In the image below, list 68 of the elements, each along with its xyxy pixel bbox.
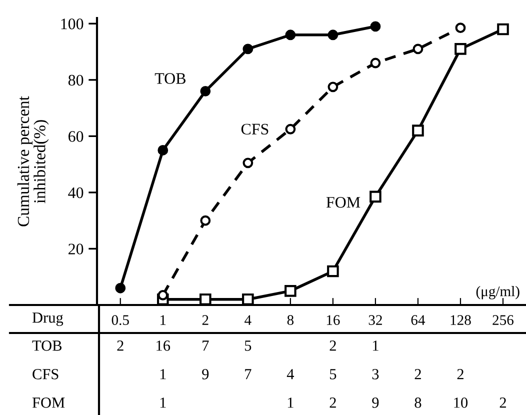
x-tick-label: 256 <box>492 315 514 325</box>
point <box>370 58 381 68</box>
y-tick-label: 80 <box>68 74 84 86</box>
text: TOB <box>32 340 62 351</box>
x-tick-label: 8 <box>287 315 294 325</box>
point <box>115 282 126 294</box>
text: 4 <box>286 369 294 380</box>
point <box>200 293 212 306</box>
text: 2 <box>330 398 336 408</box>
point <box>412 124 424 136</box>
point <box>285 30 296 40</box>
text: 5 <box>330 369 336 380</box>
y-tick-label: 40 <box>68 187 84 198</box>
text: Drug <box>32 312 64 326</box>
text: 16 <box>156 340 170 351</box>
y-axis-title: Cumulative percent inhibited(%) <box>17 96 49 226</box>
text: FOM <box>32 398 65 408</box>
text: 2 <box>457 369 464 380</box>
text: CFS <box>32 369 58 380</box>
x-tick-label: 16 <box>326 315 340 325</box>
text: 2 <box>117 340 124 351</box>
point <box>370 21 381 32</box>
annotation: (μg/ml) <box>476 286 520 300</box>
x-tick-label: 1 <box>160 315 166 325</box>
text: 2 <box>330 340 336 351</box>
text: 1 <box>160 369 166 380</box>
x-tick-label: 4 <box>244 315 252 325</box>
point <box>158 145 168 156</box>
text: 1 <box>372 340 378 351</box>
point <box>328 30 338 40</box>
point <box>200 86 211 96</box>
series-label: CFS <box>241 124 268 135</box>
point <box>412 44 424 54</box>
x-tick-label: 32 <box>368 315 382 325</box>
series-label: TOB <box>154 73 186 84</box>
text: 10 <box>454 398 468 408</box>
text: 8 <box>414 398 422 408</box>
point <box>285 124 296 134</box>
x-tick-label: 2 <box>202 315 208 325</box>
text: 3 <box>372 369 379 380</box>
text: 2 <box>500 398 506 408</box>
text: 1 <box>160 398 166 408</box>
point <box>455 22 466 34</box>
point <box>200 215 211 226</box>
text: 7 <box>245 369 252 380</box>
series-label: FOM <box>326 196 360 208</box>
y-tick-label: 100 <box>61 18 84 30</box>
point <box>327 265 339 278</box>
point <box>158 290 168 300</box>
point <box>497 23 509 36</box>
x-tick-label: 64 <box>411 315 426 325</box>
point <box>328 82 338 92</box>
text: 7 <box>202 340 209 351</box>
x-tick-label: 128 <box>450 315 471 325</box>
point <box>370 190 382 203</box>
point <box>242 293 254 306</box>
point <box>284 285 296 297</box>
y-tick-label: 20 <box>68 244 84 254</box>
point <box>242 158 254 168</box>
point <box>242 44 254 54</box>
text: 2 <box>414 369 421 380</box>
point <box>454 43 466 55</box>
text: 1 <box>288 398 294 408</box>
text: 5 <box>244 340 252 351</box>
x-tick-label: 0.5 <box>112 315 129 326</box>
y-tick-label: 60 <box>68 131 84 142</box>
text: 9 <box>372 398 379 408</box>
text: 9 <box>202 369 209 380</box>
